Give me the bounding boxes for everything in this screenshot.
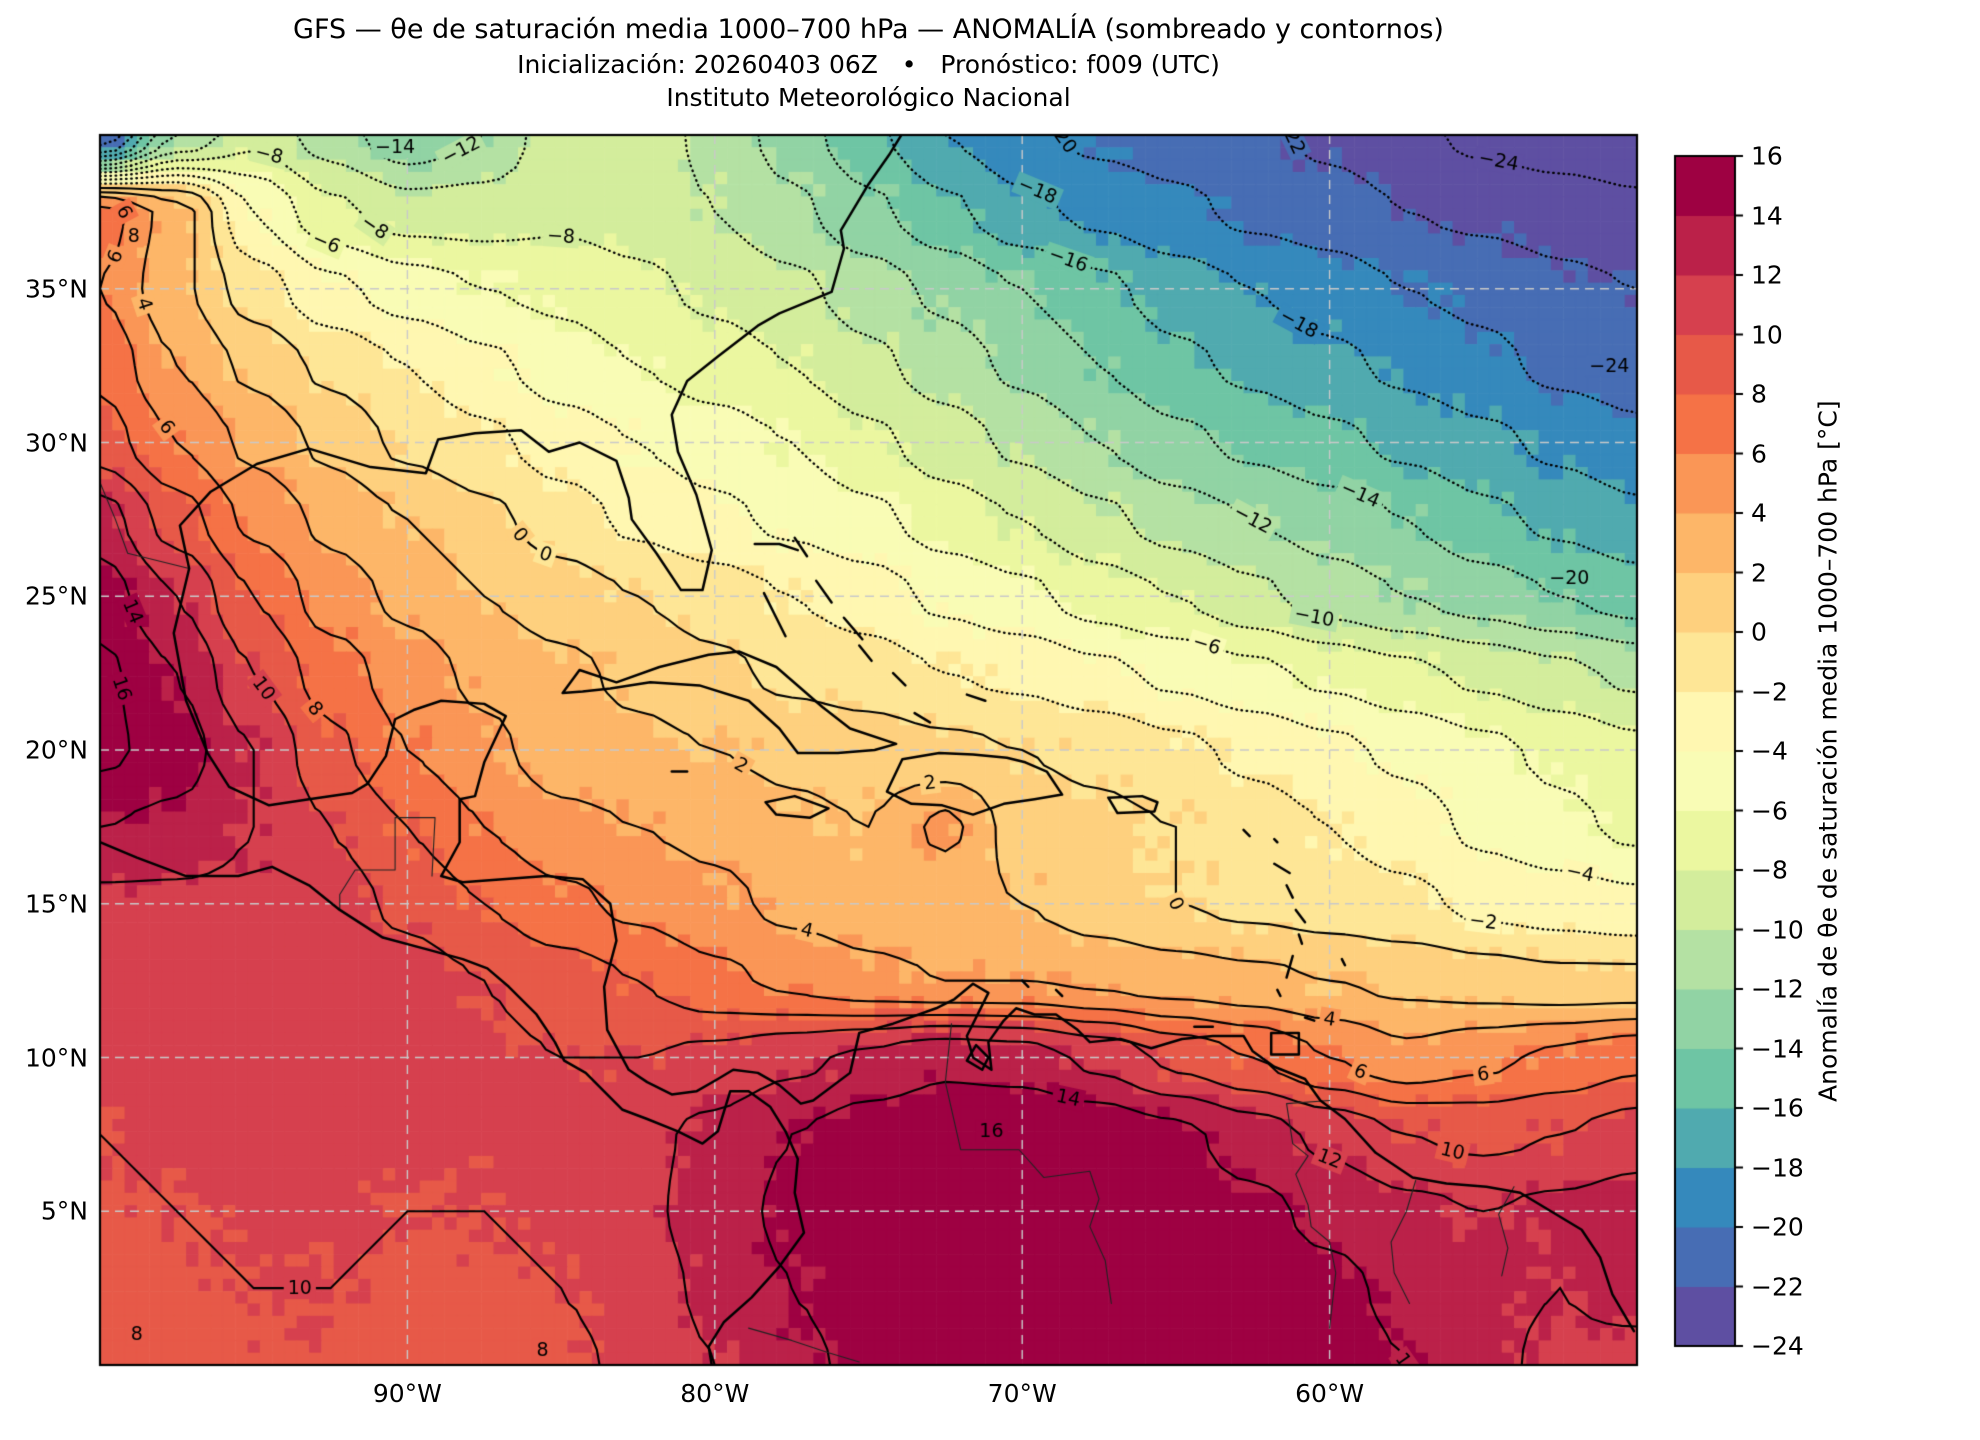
x-tick-label: 70°W	[987, 1379, 1057, 1408]
colorbar-tick-label: 12	[1751, 260, 1783, 290]
colorbar-tick-label: −18	[1751, 1153, 1804, 1182]
colorbar-tick-label: 0	[1751, 617, 1767, 647]
y-tick-label: 30°N	[24, 428, 88, 457]
colorbar-tick-label: −2	[1751, 677, 1788, 706]
plot-subtitle: Inicialización: 20260403 06Z • Pronóstic…	[517, 50, 1220, 79]
colorbar-tick-label: −24	[1751, 1331, 1804, 1361]
y-tick-label: 15°N	[24, 889, 88, 919]
colorbar-label: Anomalía de θe de saturación media 1000–…	[1813, 400, 1843, 1102]
x-tick-label: 60°W	[1295, 1379, 1365, 1408]
colorbar-tick-label: −4	[1751, 736, 1788, 766]
plot-title: GFS — θe de saturación media 1000–700 hP…	[293, 14, 1444, 45]
colorbar-tick-label: −20	[1751, 1212, 1804, 1242]
colorbar-tick-label: −8	[1751, 855, 1788, 885]
colorbar-tick-label: −6	[1751, 796, 1788, 825]
y-tick-label: 5°N	[40, 1196, 88, 1226]
colorbar-tick-label: 4	[1751, 498, 1767, 528]
colorbar-tick-label: 16	[1751, 141, 1783, 171]
colorbar-tick-label: −10	[1751, 915, 1804, 944]
colorbar-tick-label: −16	[1751, 1093, 1804, 1123]
colorbar-tick-label: 8	[1751, 379, 1767, 409]
y-tick-label: 20°N	[24, 735, 88, 765]
colorbar-tick-label: −12	[1751, 974, 1804, 1004]
plot-institution: Instituto Meteorológico Nacional	[666, 83, 1071, 112]
y-tick-label: 25°N	[24, 581, 88, 611]
x-tick-label: 90°W	[372, 1379, 442, 1408]
y-tick-label: 10°N	[24, 1043, 88, 1072]
colorbar-tick-label: −14	[1751, 1034, 1804, 1063]
x-tick-label: 80°W	[680, 1379, 750, 1408]
colorbar-tick-label: 14	[1751, 201, 1783, 230]
y-tick-label: 35°N	[24, 274, 88, 304]
colorbar-tick-label: −22	[1751, 1272, 1804, 1301]
colorbar-tick-label: 2	[1751, 558, 1767, 587]
colorbar-tick-label: 6	[1751, 439, 1767, 468]
colorbar-tick-label: 10	[1751, 320, 1783, 349]
